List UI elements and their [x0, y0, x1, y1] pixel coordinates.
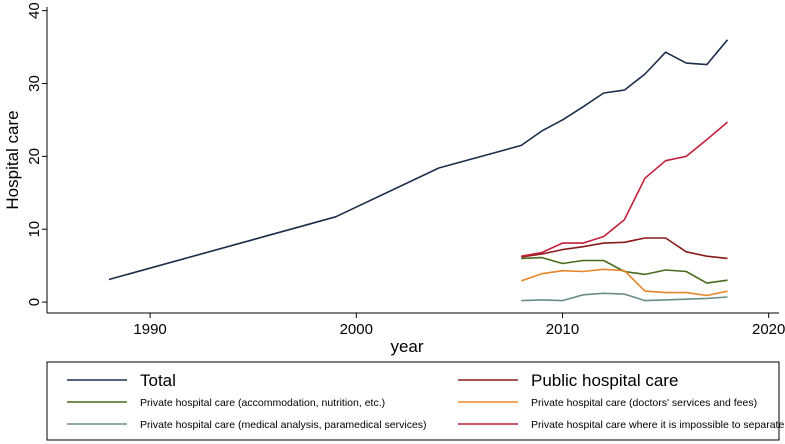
x-tick-label: 2010 — [546, 321, 579, 338]
series-line-6 — [521, 121, 729, 257]
legend-label-1: Total — [140, 371, 176, 390]
legend-label-5: Private hospital care (medical analysis,… — [140, 419, 427, 431]
legend-label-3: Private hospital care (accommodation, nu… — [140, 397, 385, 409]
series-line-2 — [521, 237, 728, 260]
y-tick-label: 30 — [26, 75, 43, 92]
legend: Total Public hospital care Private hospita… — [67, 371, 784, 431]
y-axis-title: Hospital care — [3, 110, 22, 209]
y-tick-label: 20 — [26, 148, 43, 165]
x-ticks: 1990 2000 2010 2020 — [133, 313, 785, 338]
legend-label-2: Public hospital care — [531, 371, 678, 390]
y-tick-label: 0 — [26, 298, 43, 306]
x-tick-label: 1990 — [133, 321, 166, 338]
y-tick-label: 10 — [26, 221, 43, 238]
legend-box — [46, 361, 780, 441]
series-line-4 — [521, 268, 728, 297]
legend-label-4: Private hospital care (doctors' services… — [531, 397, 757, 409]
series-line-5 — [521, 292, 728, 302]
series-lines — [108, 39, 729, 302]
x-tick-label: 2000 — [340, 321, 373, 338]
y-ticks: 0 10 20 30 40 — [26, 2, 47, 306]
x-axis-title: year — [390, 337, 423, 356]
y-tick-label: 40 — [26, 2, 43, 19]
x-tick-label: 2020 — [752, 321, 785, 338]
legend-label-6: Private hospital care where it is imposs… — [531, 419, 784, 431]
series-line-1 — [108, 39, 729, 281]
